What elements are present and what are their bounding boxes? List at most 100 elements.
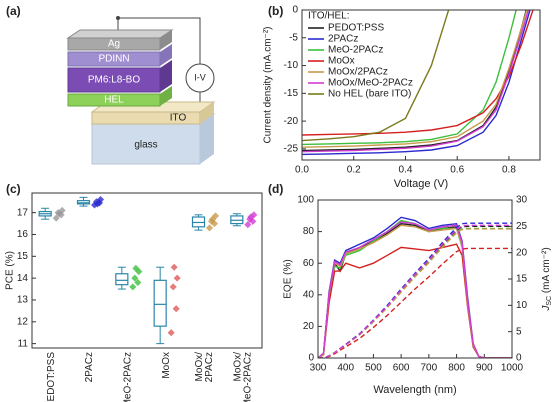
plot-lines bbox=[302, 10, 534, 156]
panel-label: (c) bbox=[6, 182, 21, 196]
plot-lines bbox=[318, 216, 512, 358]
legend-label: MoOx/2PACz bbox=[328, 67, 388, 78]
x-tick-label: MoOx/ bbox=[194, 352, 205, 382]
layer-etl bbox=[160, 44, 172, 66]
data-point bbox=[172, 305, 180, 313]
series-line bbox=[302, 10, 534, 136]
x-tick-label: 600 bbox=[393, 363, 410, 374]
x-tick-label: MoOx/ bbox=[232, 352, 243, 382]
y2-tick-label: 10 bbox=[516, 300, 528, 311]
data-point bbox=[93, 200, 102, 208]
y-tick-label: 16 bbox=[17, 229, 29, 240]
x-tick-label: 2PACz bbox=[84, 352, 95, 382]
legend-label: PEDOT:PSS bbox=[328, 23, 384, 34]
x-tick-label: MeO-2PACz bbox=[122, 352, 133, 402]
y-axis-label: Current density (mA.cm⁻²) bbox=[263, 27, 274, 144]
y-tick-label: 15 bbox=[17, 251, 29, 262]
y-tick-label: -15 bbox=[284, 88, 299, 99]
series-line bbox=[302, 10, 530, 153]
series-line bbox=[318, 243, 512, 358]
series-line bbox=[302, 10, 531, 156]
y-tick-label: 13 bbox=[17, 295, 29, 306]
layer-label: Ag bbox=[108, 39, 120, 50]
layer-label: PDINN bbox=[98, 54, 129, 65]
y-tick-label: 17 bbox=[17, 207, 29, 218]
series-line bbox=[302, 10, 517, 146]
panel-label: (d) bbox=[268, 182, 283, 196]
x-tick-label: MoOx bbox=[161, 352, 172, 379]
layer-label: ITO bbox=[170, 113, 187, 124]
data-point bbox=[134, 278, 142, 287]
x-tick-label: 0.0 bbox=[295, 165, 309, 176]
y-tick-label: -5 bbox=[289, 32, 298, 43]
y-axis-label: EQE (%) bbox=[283, 259, 294, 298]
data-point bbox=[132, 264, 140, 272]
data-point bbox=[170, 263, 178, 271]
x-tick-label: 800 bbox=[448, 363, 465, 374]
y2-tick-label: 0 bbox=[516, 353, 522, 364]
series-line bbox=[318, 222, 512, 358]
data-point bbox=[244, 221, 252, 229]
meter-label: I-V bbox=[194, 72, 206, 82]
layer-label: HEL bbox=[104, 95, 124, 106]
y-axis-label: PCE (%) bbox=[5, 251, 16, 290]
panel-label: (b) bbox=[268, 4, 283, 18]
y2-axis-label-part: (mA cm⁻²) bbox=[541, 247, 552, 296]
data-point bbox=[52, 214, 60, 222]
y-tick-label: -10 bbox=[284, 60, 299, 71]
y2-axis-label-part: J bbox=[541, 305, 552, 312]
meter bbox=[185, 63, 215, 93]
layer-ag bbox=[160, 30, 172, 50]
x-axis-label: Wavelength (nm) bbox=[373, 384, 456, 396]
y2-axis-label-part: SC bbox=[546, 296, 553, 306]
data-point bbox=[167, 329, 175, 337]
x-tick-label: 400 bbox=[337, 363, 354, 374]
y-tick-label: 12 bbox=[17, 316, 29, 327]
y2-tick-label: 25 bbox=[516, 221, 528, 232]
y2-tick-label: 30 bbox=[516, 195, 528, 206]
y2-tick-label: 20 bbox=[516, 247, 528, 258]
y2-axis-label: JSC (mA cm⁻²) bbox=[541, 247, 553, 311]
x-tick-label: 2PACz bbox=[204, 352, 215, 382]
data-point bbox=[205, 224, 214, 232]
y-tick-label: 0 bbox=[292, 5, 298, 16]
series-line bbox=[318, 222, 512, 358]
y2-tick-label: 15 bbox=[516, 274, 528, 285]
y-tick-label: -20 bbox=[284, 116, 299, 127]
layer-hel bbox=[160, 86, 172, 106]
y-tick-label: -25 bbox=[284, 144, 299, 155]
y-tick-label: 80 bbox=[303, 226, 315, 237]
x-tick-label: 0.8 bbox=[502, 165, 516, 176]
plot-frame bbox=[317, 199, 513, 359]
box bbox=[153, 279, 167, 327]
legend-label: No HEL (bare ITO) bbox=[328, 89, 411, 100]
y-tick-label: 40 bbox=[303, 289, 315, 300]
layer-active bbox=[160, 60, 172, 92]
series-line bbox=[302, 10, 528, 148]
series-line bbox=[318, 216, 512, 358]
contact bbox=[116, 16, 120, 20]
layer-ito bbox=[200, 102, 214, 124]
x-tick-label: MeO-2PACz bbox=[242, 352, 253, 402]
x-axis-label: Voltage (V) bbox=[394, 178, 448, 190]
series-line bbox=[302, 10, 450, 142]
data-point bbox=[129, 283, 137, 291]
y-tick-label: 14 bbox=[17, 273, 29, 284]
data-point bbox=[208, 215, 217, 223]
series-line bbox=[318, 247, 512, 358]
legend-label: MeO-2PACz bbox=[328, 45, 383, 56]
wire bbox=[117, 17, 201, 64]
x-tick-label: 0.6 bbox=[450, 165, 464, 176]
data-point bbox=[96, 196, 105, 204]
series-line bbox=[318, 221, 512, 358]
y2-tick-label: 5 bbox=[516, 326, 522, 337]
data-point bbox=[131, 274, 139, 282]
x-tick-label: 0.2 bbox=[347, 165, 361, 176]
y-tick-label: 20 bbox=[303, 321, 315, 332]
legend-label: 2PACz bbox=[328, 34, 358, 45]
y-tick-label: 100 bbox=[297, 195, 314, 206]
series-line bbox=[318, 224, 512, 358]
series-line bbox=[318, 224, 512, 358]
layer-label: PM6:L8-BO bbox=[88, 75, 140, 86]
